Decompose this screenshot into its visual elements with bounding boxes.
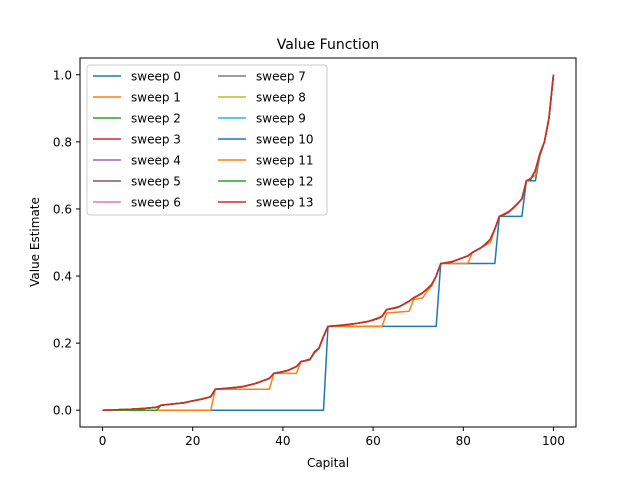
legend-label: sweep 3 [131, 133, 181, 147]
legend: sweep 0 sweep 1 sweep 2 sweep 3 sweep 4 sweep… [86, 64, 328, 216]
x-tick-label: 20 [185, 434, 200, 448]
x-tick-label: 80 [456, 434, 471, 448]
legend-label: sweep 4 [131, 154, 181, 168]
legend-label: sweep 1 [131, 91, 181, 105]
x-tick-label: 40 [275, 434, 290, 448]
legend-label: sweep 11 [256, 154, 314, 168]
x-tick-label: 100 [542, 434, 565, 448]
series-line-13 [102, 74, 555, 411]
legend-label: sweep 8 [256, 91, 306, 105]
chart-title: Value Function [277, 37, 379, 53]
legend-label: sweep 9 [256, 112, 306, 126]
legend-label: sweep 12 [256, 175, 314, 189]
x-tick-label: 60 [365, 434, 380, 448]
y-axis-ticks: 0.0 0.2 0.4 0.6 0.8 1.0 [53, 68, 80, 418]
legend-label: sweep 2 [131, 112, 181, 126]
legend-label: sweep 5 [131, 175, 181, 189]
y-tick-label: 0.4 [53, 270, 72, 284]
y-axis-label: Value Estimate [28, 197, 42, 287]
legend-label: sweep 13 [256, 196, 314, 210]
x-axis-ticks: 0 20 40 60 80 100 [99, 427, 565, 448]
y-tick-label: 0.0 [53, 404, 72, 418]
y-tick-label: 0.2 [53, 337, 72, 351]
plot-lines [102, 74, 555, 411]
legend-label: sweep 7 [256, 70, 306, 84]
x-axis-label: Capital [307, 456, 349, 470]
y-tick-label: 0.8 [53, 135, 72, 149]
y-tick-label: 1.0 [53, 68, 72, 82]
y-tick-label: 0.6 [53, 202, 72, 216]
legend-box [86, 64, 328, 216]
x-tick-label: 0 [99, 434, 107, 448]
legend-label: sweep 6 [131, 196, 181, 210]
legend-label: sweep 10 [256, 133, 314, 147]
legend-label: sweep 0 [131, 70, 181, 84]
plot-frame [79, 57, 577, 428]
